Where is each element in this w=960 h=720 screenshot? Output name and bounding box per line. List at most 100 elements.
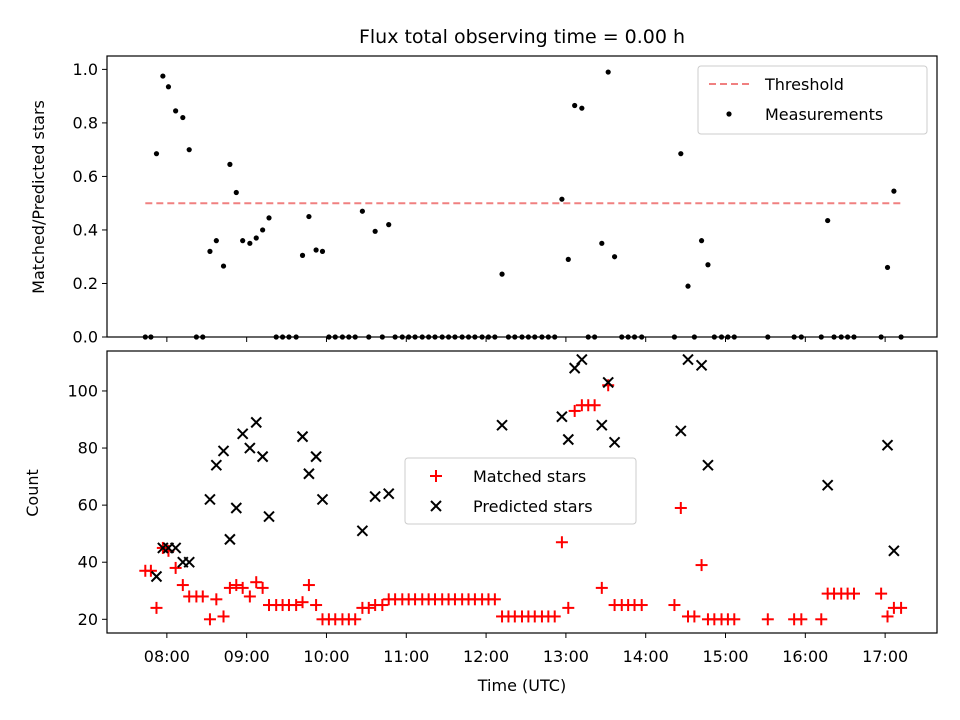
matched-star-point: [674, 501, 687, 514]
predicted-star-point: [695, 359, 708, 371]
matched-star-point: [728, 613, 741, 626]
x-tick-label: 17:00: [862, 647, 908, 666]
measurement-point: [891, 188, 897, 194]
measurement-point: [247, 240, 253, 246]
top-axes-frame: [106, 55, 938, 338]
matched-star-point: [150, 601, 163, 614]
legend-predicted-swatch: [430, 500, 442, 512]
chart-title: Flux total observing time = 0.00 h: [359, 26, 685, 48]
predicted-star-point: [169, 542, 182, 554]
predicted-star-point: [210, 459, 223, 471]
measurement-point: [611, 254, 618, 260]
top-y-tick-label: 0.6: [73, 167, 98, 186]
matched-star-point: [210, 593, 223, 606]
x-tick-label: 08:00: [144, 647, 190, 666]
predicted-star-point: [596, 419, 608, 431]
matched-star-point: [695, 559, 708, 572]
legend-measurements-swatch: [726, 111, 732, 117]
measurement-point: [565, 256, 571, 262]
matched-star-point: [548, 610, 561, 623]
top-y-tick-label: 1.0: [73, 60, 98, 79]
top-x-ticks: [166, 337, 886, 342]
matched-star-point: [169, 561, 182, 574]
bottom-axes-frame: [106, 350, 938, 634]
matched-star-point: [250, 576, 263, 589]
top-legend-frame: [697, 65, 928, 135]
matched-star-point: [875, 587, 888, 600]
predicted-star-point: [310, 450, 322, 463]
measurement-point: [605, 69, 611, 75]
x-tick-label: 12:00: [463, 647, 509, 666]
top-y-axis: 0.0 0.2 0.4 0.6 0.8 1.0: [73, 60, 107, 347]
predicted-star-point: [316, 493, 329, 506]
predicted-star-point: [369, 490, 381, 503]
predicted-star-point: [608, 436, 621, 449]
measurement-point: [599, 240, 605, 246]
legend-threshold-label: Threshold: [764, 75, 844, 94]
predicted-star-point: [702, 459, 714, 471]
measurement-point: [499, 271, 505, 277]
measurement-point: [266, 215, 272, 221]
measurement-point: [319, 248, 326, 254]
top-y-tick-label: 0.0: [73, 328, 98, 347]
measurement-point: [165, 84, 172, 90]
measurement-point: [372, 228, 378, 234]
matched-star-point: [488, 593, 501, 606]
predicted-star-point: [296, 430, 309, 443]
predicted-star-point: [183, 556, 195, 568]
bottom-legend-frame: [404, 457, 637, 525]
predicted-star-point: [556, 410, 568, 423]
legend-predicted-label: Predicted stars: [473, 497, 593, 516]
x-axis-label: Time (UTC): [477, 676, 566, 695]
bottom-y-tick-label: 80: [78, 439, 98, 458]
measurement-point: [207, 248, 213, 254]
measurement-point: [186, 147, 192, 153]
matched-star-point: [256, 581, 269, 594]
measurement-point: [705, 262, 711, 268]
predicted-star-point: [602, 376, 614, 389]
x-tick-label: 11:00: [383, 647, 429, 666]
matched-star-point: [761, 613, 774, 626]
predicted-star-point: [236, 428, 249, 440]
predicted-star-point: [888, 545, 900, 557]
top-y-tick-label: 0.4: [73, 220, 98, 239]
matched-star-point: [668, 599, 681, 612]
measurement-point: [260, 227, 266, 233]
matched-star-point: [376, 599, 389, 612]
measurement-point: [180, 114, 186, 121]
predicted-star-point: [224, 533, 236, 546]
matched-star-point: [795, 613, 808, 626]
x-tick-label: 16:00: [782, 647, 828, 666]
bottom-legend: Matched stars Predicted stars: [404, 457, 637, 525]
measurement-point: [579, 105, 585, 111]
legend-matched-swatch: [430, 470, 442, 482]
measurement-point: [220, 263, 227, 269]
matched-star-point: [815, 613, 828, 626]
measurement-point: [572, 102, 578, 109]
matched-star-point: [302, 579, 315, 592]
matched-star-point: [144, 564, 157, 577]
x-tick-label: 15:00: [702, 647, 748, 666]
predicted-star-point: [821, 479, 834, 491]
x-tick-label: 14:00: [623, 647, 669, 666]
bottom-panel: 20 40 60 80 100 08:00 09:00 10:00 11:00 12:00 13:…: [23, 350, 938, 695]
top-y-tick-label: 0.8: [73, 113, 98, 132]
matched-star-point: [203, 613, 216, 626]
matched-star-point: [290, 599, 303, 612]
predicted-star-point: [303, 468, 315, 480]
matched-star-point: [349, 613, 362, 626]
bottom-y-tick-label: 40: [78, 553, 98, 572]
predicted-star-point: [682, 353, 694, 366]
measurement-point: [153, 151, 160, 157]
predicted-star-point: [150, 570, 163, 583]
predicted-star-point: [496, 419, 508, 431]
measurement-point: [884, 264, 891, 271]
matched-star-point: [595, 581, 608, 594]
legend-measurements-label: Measurements: [765, 105, 883, 124]
bottom-y-tick-label: 60: [78, 496, 98, 515]
measurement-point: [299, 252, 306, 258]
predicted-star-point: [230, 502, 242, 514]
bottom-y-tick-label: 20: [78, 610, 98, 629]
measurement-point: [160, 73, 166, 79]
